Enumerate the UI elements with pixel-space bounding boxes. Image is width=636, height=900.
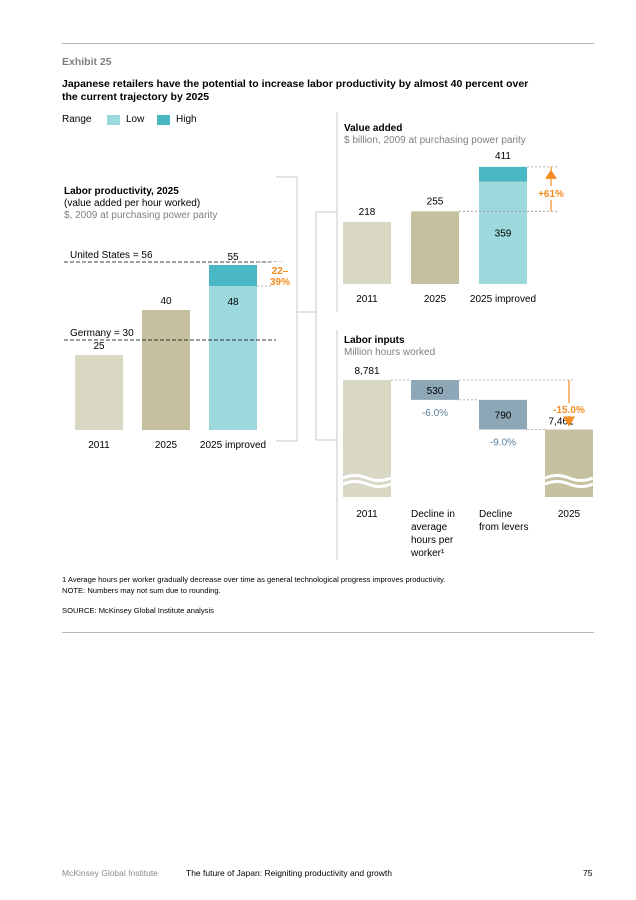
bottom-rule — [62, 632, 594, 633]
value-added-bar-2011 — [343, 221, 391, 284]
value-added-title: Value added — [344, 123, 402, 134]
productivity-title: Labor productivity, 2025 — [64, 186, 179, 197]
productivity-value-label: 40 — [160, 296, 172, 307]
value-added-category-label: 2025 — [424, 294, 447, 305]
productivity-value-label: 48 — [227, 297, 239, 308]
footnotes: 1 Average hours per worker gradually dec… — [62, 574, 445, 596]
footer-publisher: McKinsey Global Institute — [62, 868, 158, 878]
labor-inputs-chart: Labor inputs Million hours worked 8,781 5… — [342, 335, 594, 559]
footer-page-number: 75 — [583, 868, 593, 878]
value-added-category-label: 2025 improved — [470, 294, 536, 305]
labor-inputs-pct-label: -9.0% — [490, 438, 516, 449]
productivity-subtitle-1: (value added per hour worked) — [64, 198, 200, 209]
value-added-value-label: 218 — [359, 207, 376, 218]
legend-high-label: High — [176, 114, 197, 125]
labor-inputs-category-label: Decline — [479, 509, 513, 520]
value-added-high-label: 411 — [495, 151, 511, 162]
labor-inputs-change-label: -15.0% — [553, 405, 585, 416]
value-added-chart: Value added $ billion, 2009 at purchasin… — [343, 123, 568, 305]
axis-break-mark — [544, 474, 594, 482]
labor-inputs-category-label: 2011 — [356, 509, 378, 520]
productivity-range-label: 39% — [270, 277, 290, 288]
value-added-value-label: 255 — [427, 196, 444, 207]
productivity-category-label: 2025 improved — [200, 440, 266, 451]
productivity-chart: Labor productivity, 2025 (value added pe… — [64, 186, 290, 451]
connector-lines — [276, 112, 338, 560]
productivity-high-label: 55 — [227, 252, 239, 263]
labor-inputs-category-label: hours per — [411, 535, 454, 546]
value-added-value-label: 359 — [495, 229, 512, 240]
axis-break-mark — [544, 480, 594, 488]
labor-inputs-category-label: from levers — [479, 522, 528, 533]
reference-line-label: United States = 56 — [70, 250, 153, 261]
legend-low-label: Low — [126, 114, 145, 125]
productivity-bar-2025 — [142, 310, 190, 430]
productivity-category-label: 2025 — [155, 440, 178, 451]
labor-inputs-bar-decline-hours — [411, 380, 459, 400]
productivity-bar-2025-improved — [209, 286, 257, 430]
footer-report-title: The future of Japan: Reigniting producti… — [186, 868, 393, 878]
labor-inputs-pct-label: -6.0% — [422, 408, 448, 419]
value-added-bar-2025 — [411, 211, 459, 284]
exhibit-title: Japanese retailers have the potential to… — [62, 78, 529, 103]
legend-low-swatch — [107, 115, 120, 125]
productivity-category-label: 2011 — [88, 440, 110, 451]
labor-inputs-value-label: 7,461 — [548, 417, 573, 428]
value-added-change-bg — [535, 186, 568, 200]
note: NOTE: Numbers may not sum due to roundin… — [62, 586, 221, 595]
exhibit-number: Exhibit 25 — [62, 56, 112, 68]
value-added-subtitle: $ billion, 2009 at purchasing power pari… — [344, 135, 526, 146]
top-rule — [62, 43, 594, 44]
productivity-value-label: 25 — [93, 341, 105, 352]
labor-inputs-category-label: average — [411, 522, 448, 533]
labor-inputs-change-bg — [549, 403, 589, 416]
axis-break-mark — [342, 474, 392, 482]
labor-inputs-value-label: 8,781 — [354, 366, 379, 377]
labor-inputs-title: Labor inputs — [344, 335, 405, 346]
labor-inputs-value-label: 530 — [427, 386, 444, 397]
value-added-category-label: 2011 — [356, 294, 378, 305]
productivity-subtitle-2: $, 2009 at purchasing power parity — [64, 210, 217, 221]
labor-inputs-bar-decline-levers — [479, 399, 527, 430]
legend-range-label: Range — [62, 114, 92, 125]
productivity-bar-2011 — [75, 355, 123, 430]
labor-inputs-value-label: 790 — [495, 411, 512, 422]
range-label-bg — [271, 262, 289, 288]
source: SOURCE: McKinsey Global Institute analys… — [62, 606, 214, 615]
labor-inputs-category-label: 2025 — [558, 509, 581, 520]
productivity-range-label: 22– — [272, 266, 289, 277]
labor-inputs-category-label: worker¹ — [410, 548, 445, 559]
value-added-change-label: +61% — [538, 189, 564, 200]
axis-break-mark — [342, 480, 392, 488]
value-added-arrowhead — [545, 169, 557, 179]
legend-high-swatch — [157, 115, 170, 125]
exhibit-chart: Labor productivity, 2025 (value added pe… — [64, 112, 594, 560]
labor-inputs-arrowhead — [563, 416, 575, 427]
value-added-bar-2025-improved — [479, 181, 527, 284]
labor-inputs-category-label: Decline in — [411, 509, 455, 520]
footnote-1: 1 Average hours per worker gradually dec… — [62, 575, 446, 584]
productivity-high-segment — [209, 265, 257, 286]
labor-inputs-subtitle: Million hours worked — [344, 347, 435, 358]
value-added-high-segment — [479, 166, 527, 182]
reference-line-label: Germany = 30 — [70, 328, 134, 339]
